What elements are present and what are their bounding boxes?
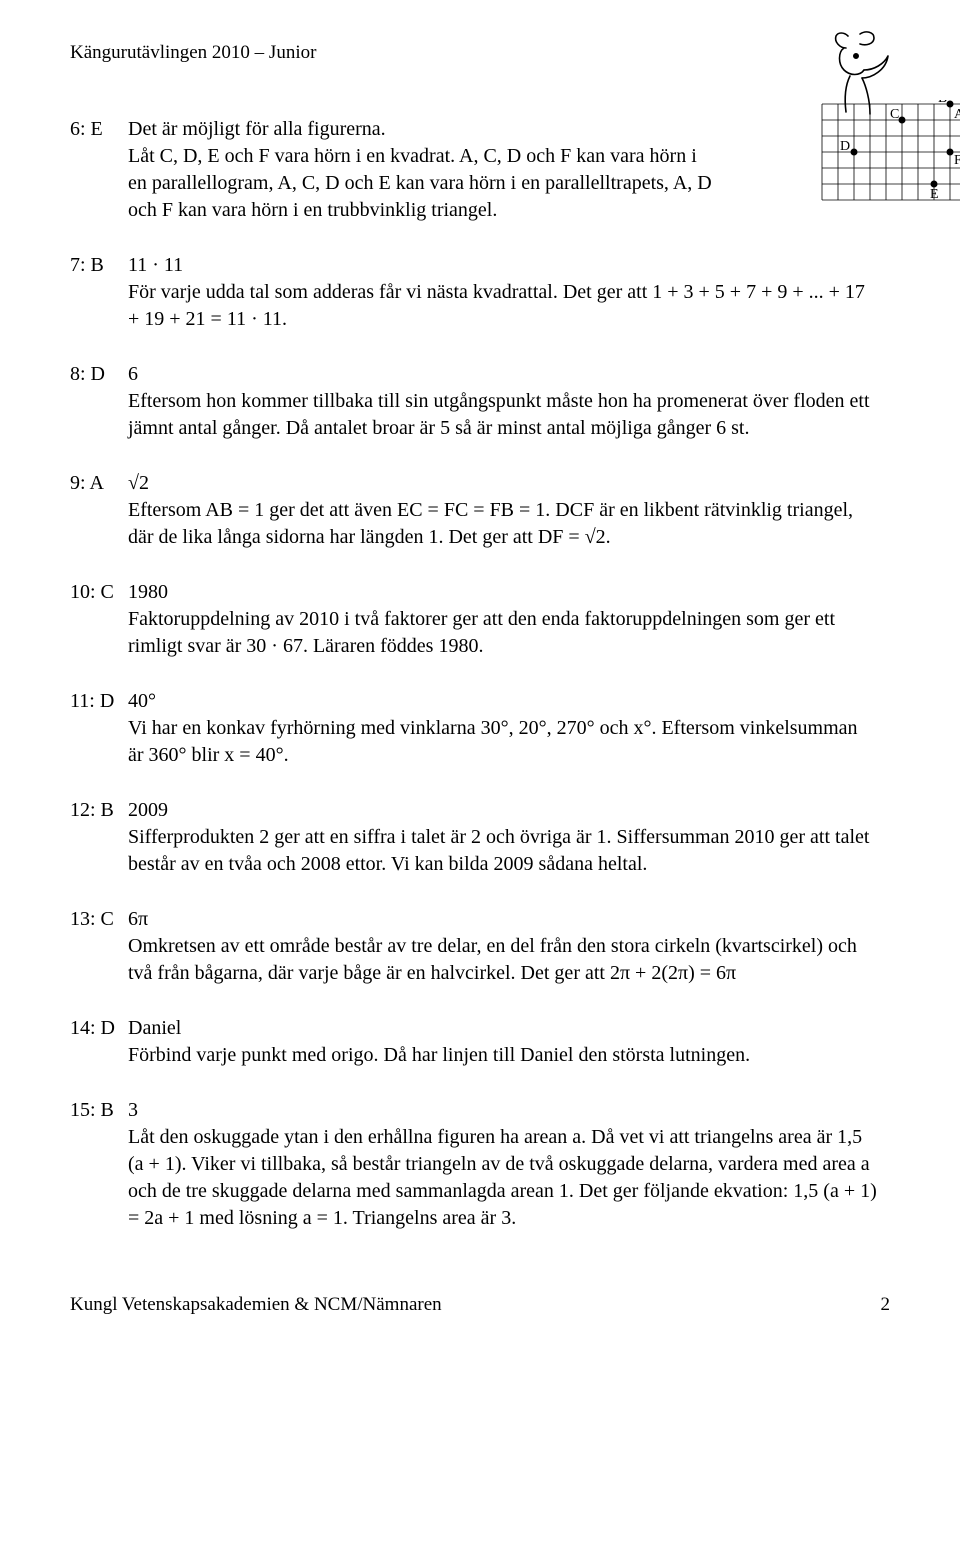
entry-label: 12: B	[70, 797, 128, 824]
entry-body: Det är möjligt för alla figurerna.Låt C,…	[128, 116, 718, 224]
entry-explanation: Faktoruppdelning av 2010 i två faktorer …	[128, 606, 878, 660]
entry-answer: 2009	[128, 797, 878, 824]
entry-answer: 1980	[128, 579, 878, 606]
entry-answer: Det är möjligt för alla figurerna.	[128, 116, 718, 143]
competition-title: Kängurutävlingen 2010 – Junior	[70, 42, 316, 63]
svg-text:A: A	[954, 107, 960, 122]
entry-explanation: Låt C, D, E och F vara hörn i en kvadrat…	[128, 143, 718, 224]
entry-body: 40°Vi har en konkav fyrhörning med vinkl…	[128, 688, 878, 769]
entry-explanation: Omkretsen av ett område består av tre de…	[128, 933, 878, 987]
solution-entry: 12: B2009Sifferprodukten 2 ger att en si…	[70, 797, 890, 878]
svg-text:D: D	[840, 139, 850, 154]
solution-entry: 8: D6Eftersom hon kommer tillbaka till s…	[70, 361, 890, 442]
entry-answer: 40°	[128, 688, 878, 715]
entry-explanation: Förbind varje punkt med origo. Då har li…	[128, 1042, 878, 1069]
entry-explanation: Eftersom AB = 1 ger det att även EC = FC…	[128, 497, 878, 551]
entry-body: 1980Faktoruppdelning av 2010 i två fakto…	[128, 579, 878, 660]
entry-body: 6Eftersom hon kommer tillbaka till sin u…	[128, 361, 878, 442]
entry-label: 14: D	[70, 1015, 128, 1042]
grid-figure: C B A D F E	[818, 100, 960, 204]
entry-label: 9: A	[70, 470, 128, 497]
entry-explanation: Sifferprodukten 2 ger att en siffra i ta…	[128, 824, 878, 878]
solution-list: 6: EDet är möjligt för alla figurerna.Lå…	[70, 116, 890, 1232]
entry-body: DanielFörbind varje punkt med origo. Då …	[128, 1015, 878, 1069]
solution-entry: 15: B3Låt den oskuggade ytan i den erhål…	[70, 1097, 890, 1232]
entry-answer: 6	[128, 361, 878, 388]
solution-entry: 7: B11 · 11För varje udda tal som addera…	[70, 252, 890, 333]
entry-answer: √2	[128, 470, 878, 497]
solution-entry: 6: EDet är möjligt för alla figurerna.Lå…	[70, 116, 890, 224]
entry-answer: 3	[128, 1097, 878, 1124]
entry-body: 3Låt den oskuggade ytan i den erhållna f…	[128, 1097, 878, 1232]
page-footer: Kungl Vetenskapsakademien & NCM/Nämnaren…	[70, 1292, 890, 1318]
svg-text:C: C	[890, 107, 899, 122]
solution-entry: 14: DDanielFörbind varje punkt med origo…	[70, 1015, 890, 1069]
entry-label: 6: E	[70, 116, 128, 143]
entry-label: 11: D	[70, 688, 128, 715]
page-header: Kängurutävlingen 2010 – Junior	[70, 40, 890, 66]
entry-explanation: Eftersom hon kommer tillbaka till sin ut…	[128, 388, 878, 442]
entry-label: 15: B	[70, 1097, 128, 1124]
footer-page-number: 2	[881, 1292, 891, 1318]
entry-label: 7: B	[70, 252, 128, 279]
entry-answer: 11 · 11	[128, 252, 878, 279]
entry-label: 8: D	[70, 361, 128, 388]
solution-entry: 13: C6πOmkretsen av ett område består av…	[70, 906, 890, 987]
svg-text:B: B	[938, 100, 947, 106]
entry-explanation: Vi har en konkav fyrhörning med vinklarn…	[128, 715, 878, 769]
svg-text:F: F	[954, 153, 960, 168]
entry-explanation: För varje udda tal som adderas får vi nä…	[128, 279, 878, 333]
entry-explanation: Låt den oskuggade ytan i den erhållna fi…	[128, 1124, 878, 1232]
entry-body: 2009Sifferprodukten 2 ger att en siffra …	[128, 797, 878, 878]
solution-entry: 10: C1980Faktoruppdelning av 2010 i två …	[70, 579, 890, 660]
footer-left: Kungl Vetenskapsakademien & NCM/Nämnaren	[70, 1294, 442, 1315]
entry-body: 11 · 11För varje udda tal som adderas få…	[128, 252, 878, 333]
entry-answer: 6π	[128, 906, 878, 933]
entry-body: 6πOmkretsen av ett område består av tre …	[128, 906, 878, 987]
entry-label: 13: C	[70, 906, 128, 933]
solution-entry: 9: A√2Eftersom AB = 1 ger det att även E…	[70, 470, 890, 551]
entry-answer: Daniel	[128, 1015, 878, 1042]
svg-text:E: E	[930, 187, 939, 202]
solution-entry: 11: D40°Vi har en konkav fyrhörning med …	[70, 688, 890, 769]
entry-label: 10: C	[70, 579, 128, 606]
entry-body: √2Eftersom AB = 1 ger det att även EC = …	[128, 470, 878, 551]
